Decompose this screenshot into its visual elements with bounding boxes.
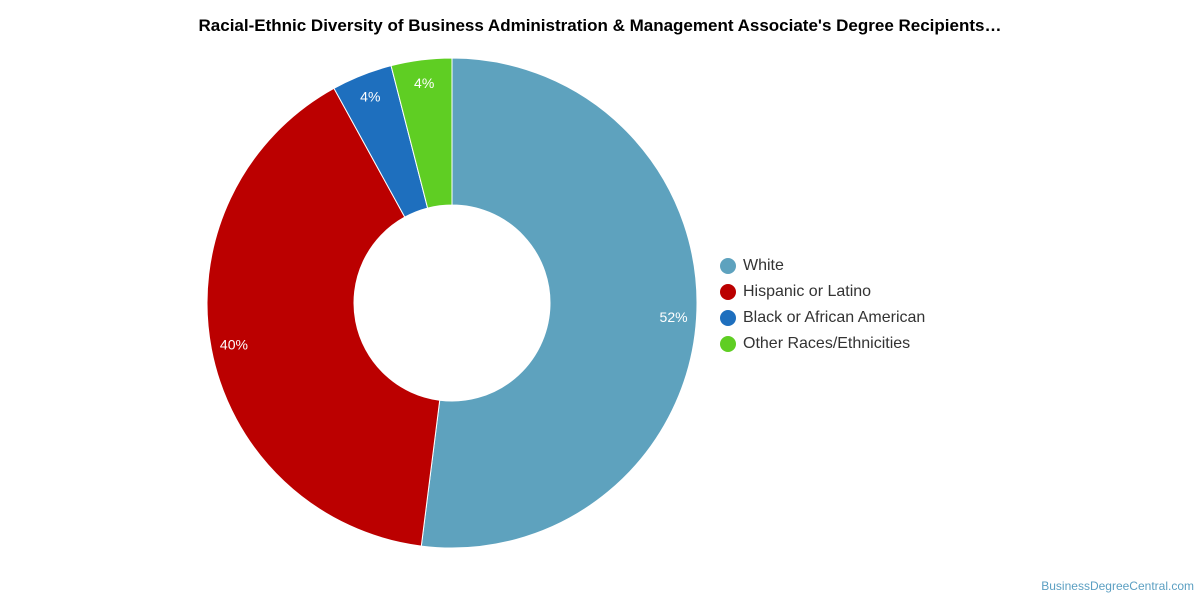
slice-hispanic-or-latino[interactable] [206,87,441,547]
chart-title: Racial-Ethnic Diversity of Business Admi… [198,16,1002,35]
legend-item-white[interactable]: White [720,253,925,279]
legend-label: White [743,257,784,274]
legend-item-other-races-ethnicities[interactable]: Other Races/Ethnicities [720,331,925,357]
slice-other-races-ethnicities[interactable] [390,57,453,209]
chart-legend: White Hispanic or Latino Black or African … [720,253,925,357]
legend-label: Other Races/Ethnicities [743,335,911,352]
legend-item-hispanic-or-latino[interactable]: Hispanic or Latino [720,279,925,305]
legend-dot-icon [720,310,736,326]
slice-label-black-or-african-american: 4% [360,89,380,105]
legend-dot-icon [720,258,736,274]
legend-label: Black or African American [743,309,926,326]
slice-label-hispanic-or-latino: 40% [220,337,248,353]
legend-item-black-or-african-american[interactable]: Black or African American [720,305,925,331]
slices-group [206,57,698,549]
source-watermark[interactable]: BusinessDegreeCentral.com [1041,579,1194,593]
legend-dot-icon [720,336,736,352]
slice-labels-group: 52% 40% 4% 4% [220,75,688,353]
slice-white[interactable] [420,57,698,549]
legend-label: Hispanic or Latino [743,283,872,300]
slice-label-white: 52% [660,309,688,325]
legend-dot-icon [720,284,736,300]
slice-label-other-races-ethnicities: 4% [414,75,434,91]
